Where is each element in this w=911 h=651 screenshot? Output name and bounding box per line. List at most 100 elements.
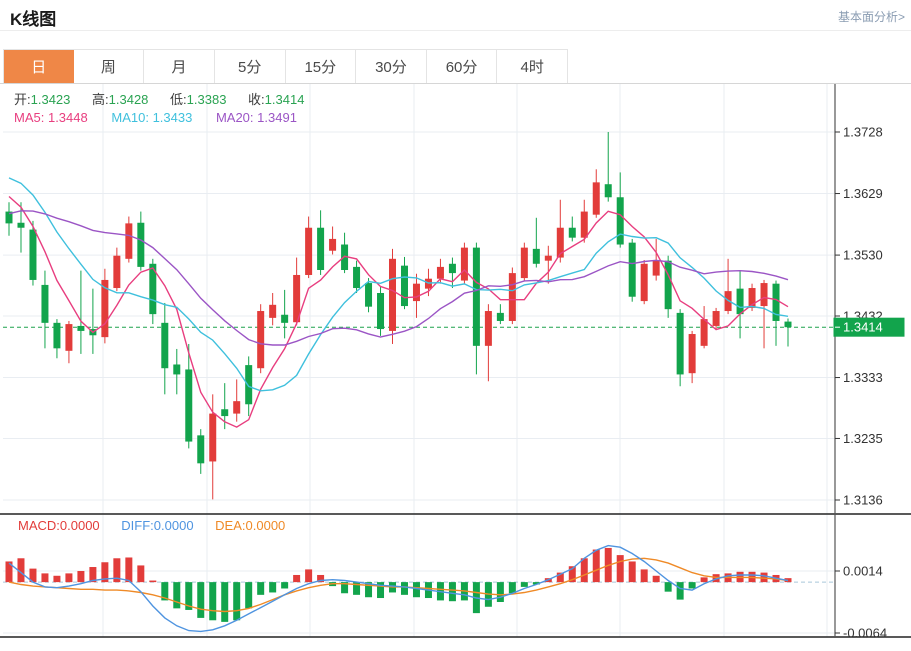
candle-body	[688, 334, 696, 374]
candle	[412, 273, 420, 318]
diff-value: 0.0000	[153, 518, 194, 533]
candle	[772, 280, 780, 346]
macd-bar	[400, 582, 408, 595]
macd-bar	[125, 557, 133, 583]
candle-body	[365, 283, 373, 307]
price-axis-label: 1.3728	[843, 125, 883, 140]
ma5-value: 1.3448	[47, 110, 88, 125]
high-label: 高:	[92, 92, 109, 107]
candle-body	[700, 319, 708, 346]
candle-body	[353, 266, 361, 289]
candle	[784, 318, 792, 347]
candle	[460, 242, 468, 284]
candle	[724, 258, 732, 315]
candle-body	[568, 227, 576, 238]
candle	[257, 304, 265, 374]
macd-bar	[532, 582, 540, 585]
candle-body	[53, 322, 61, 349]
candle-body	[329, 238, 337, 251]
tab-60min[interactable]: 60分	[426, 50, 498, 83]
price-axis-label: 1.3333	[843, 370, 883, 385]
tab-day[interactable]: 日	[4, 50, 74, 83]
candle-body	[772, 283, 780, 321]
macd-bar	[688, 582, 696, 589]
candle	[185, 343, 193, 449]
macd-bar	[113, 558, 121, 583]
candle	[628, 238, 636, 302]
macd-bar	[173, 582, 181, 609]
candle	[281, 289, 289, 339]
macd-label: MACD:	[18, 518, 60, 533]
macd-bar	[185, 582, 193, 610]
ma20-label: MA20:	[215, 110, 254, 125]
candle-body	[281, 314, 289, 323]
candle-body	[736, 288, 744, 315]
macd-bar	[508, 582, 516, 594]
candle-body	[712, 311, 720, 326]
candle	[101, 268, 109, 344]
macd-bar	[233, 582, 241, 621]
macd-bar	[293, 574, 301, 583]
candle-body	[544, 255, 552, 261]
ma20-value: 1.3491	[257, 110, 297, 125]
candle-body	[29, 229, 37, 280]
candle	[137, 211, 145, 271]
macd-bar	[257, 582, 265, 595]
macd-bar	[377, 582, 385, 599]
candle-body	[221, 409, 229, 417]
candle	[305, 216, 313, 279]
candle	[520, 242, 528, 281]
candle	[484, 304, 492, 382]
price-axis-label: 1.3235	[843, 431, 883, 446]
candle	[676, 309, 684, 387]
tab-month[interactable]: 月	[144, 50, 215, 83]
tab-4hour[interactable]: 4时	[497, 50, 567, 83]
candle	[592, 169, 600, 218]
candle	[173, 348, 181, 395]
macd-bar	[592, 549, 600, 583]
candle	[113, 247, 121, 292]
candle-body	[197, 435, 205, 464]
candle-body	[65, 324, 73, 351]
macd-bar	[676, 582, 684, 600]
macd-bar	[760, 572, 768, 583]
low-label: 低:	[170, 92, 187, 107]
candle-body	[173, 364, 181, 375]
macd-bar	[520, 582, 528, 587]
tab-15min[interactable]: 15分	[285, 50, 357, 83]
ma5-line	[8, 195, 789, 428]
candle-body	[496, 312, 504, 321]
tab-week[interactable]: 周	[73, 50, 145, 83]
period-tabs: 日 周 月 5分 15分 30分 60分 4时	[3, 49, 568, 83]
candle-body	[784, 321, 792, 328]
candle	[365, 278, 373, 313]
candle-body	[448, 263, 456, 274]
macd-bar	[628, 561, 636, 583]
fundamental-analysis-link[interactable]: 基本面分析>	[837, 10, 905, 24]
grid-layer	[3, 84, 835, 637]
candle	[544, 245, 552, 284]
candle-body	[137, 222, 145, 267]
candle-body	[640, 263, 648, 302]
macd-bar	[41, 573, 49, 583]
dea-value: 0.0000	[245, 518, 286, 533]
candle-body	[317, 227, 325, 270]
macd-bar	[221, 582, 229, 622]
candle	[400, 256, 408, 310]
macd-bar	[197, 582, 205, 618]
candle-body	[305, 227, 313, 275]
candle	[353, 260, 361, 293]
candle	[448, 257, 456, 289]
candle	[269, 293, 277, 326]
tab-5min[interactable]: 5分	[214, 50, 286, 83]
macd-bar	[664, 582, 672, 592]
candle-body	[5, 211, 13, 224]
candle-body	[149, 263, 157, 315]
candle	[640, 260, 648, 305]
tab-30min[interactable]: 30分	[356, 50, 427, 83]
candle	[377, 286, 385, 336]
close-value: 1.3414	[264, 92, 305, 107]
macd-bar	[29, 568, 37, 583]
